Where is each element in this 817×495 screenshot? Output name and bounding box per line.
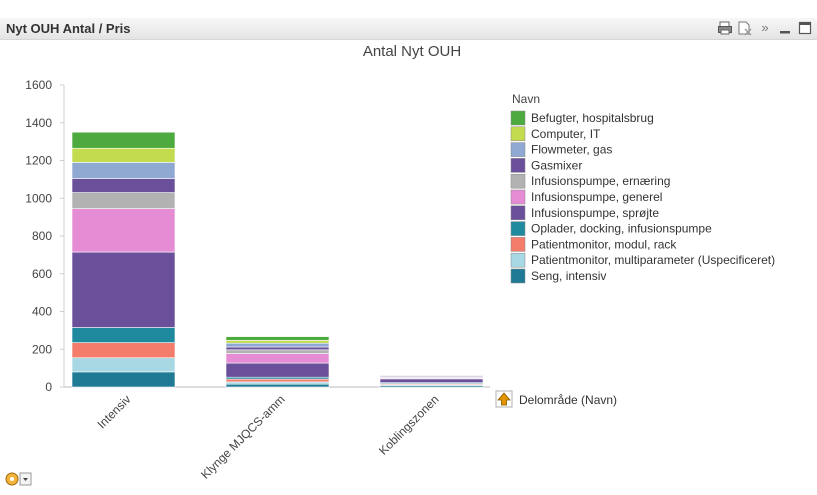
bar-segment[interactable] — [225, 336, 330, 341]
legend-swatch — [510, 158, 526, 173]
legend-label: Flowmeter, gas — [531, 143, 612, 157]
y-tick-label: 1200 — [25, 154, 52, 168]
y-tick-label: 200 — [32, 342, 52, 356]
y-tick-label: 1000 — [25, 191, 52, 205]
legend-swatch — [510, 110, 526, 126]
bar-segment[interactable] — [225, 340, 330, 344]
y-tick-label: 0 — [45, 380, 52, 394]
bar-segment[interactable] — [225, 378, 330, 383]
bars-group — [71, 131, 484, 388]
chart-area: Antal Nyt OUH 0 200 400 600 800 1000 1200 1400 1… — [0, 40, 817, 490]
bar-segment[interactable] — [225, 349, 330, 354]
y-tick-label: 600 — [32, 267, 52, 281]
bar-segment[interactable] — [71, 208, 176, 253]
x-axis-labels: Intensiv Klynge MJQCS-amm Koblingszonen — [94, 392, 441, 482]
legend-swatch — [510, 126, 526, 142]
dimension-button[interactable]: Delområde (Navn) — [495, 390, 617, 408]
bar-segment[interactable] — [71, 327, 176, 343]
x-tick-label: Koblingszonen — [376, 392, 442, 458]
drill-up-arrow — [497, 392, 511, 406]
bar-segment[interactable] — [71, 371, 176, 388]
y-tick-label: 1400 — [25, 116, 52, 130]
bar-segment[interactable] — [225, 342, 330, 348]
legend-swatch — [510, 268, 526, 284]
legend-label: Infusionspumpe, sprøjte — [531, 206, 659, 220]
legend-swatch — [510, 189, 526, 205]
y-tick-label: 400 — [32, 305, 52, 319]
legend-label: Befugter, hospitalsbrug — [531, 111, 654, 125]
bar-segment[interactable] — [71, 251, 176, 328]
chart-title: Antal Nyt OUH — [363, 43, 461, 60]
legend-swatch — [510, 237, 526, 252]
legend-label: Infusionspumpe, ernæring — [531, 174, 670, 188]
print-icon[interactable] — [717, 20, 733, 36]
legend-label: Computer, IT — [531, 127, 601, 141]
bar-segment[interactable] — [379, 378, 484, 383]
bar-segment[interactable] — [71, 131, 176, 149]
chart-tools-icon[interactable] — [4, 470, 34, 488]
bar-segment[interactable] — [225, 353, 330, 364]
bar-segment[interactable] — [379, 373, 484, 376]
legend-swatch — [510, 205, 526, 221]
legend-label: Oplader, docking, infusionspumpe — [531, 222, 712, 236]
caption-icons: » — [717, 20, 813, 36]
legend-label: Infusionspumpe, generel — [531, 190, 662, 204]
caption-bar[interactable]: Nyt OUH Antal / Pris » — [0, 18, 817, 40]
legend-label: Patientmonitor, multiparameter (Uspecifi… — [531, 253, 775, 267]
x-tick-label: Klynge MJQCS-amm — [198, 392, 288, 482]
stacked-bar-chart: Antal Nyt OUH 0 200 400 600 800 1000 1200 1400 1… — [25, 43, 775, 482]
legend-swatch — [510, 142, 526, 157]
bar-segment[interactable] — [71, 192, 176, 209]
bar-segment[interactable] — [225, 346, 330, 351]
legend-label: Patientmonitor, modul, rack — [531, 237, 677, 251]
legend-label: Gasmixer — [531, 158, 582, 172]
bar-segment[interactable] — [225, 362, 330, 378]
expand-icon[interactable]: » — [761, 20, 769, 35]
top-strip — [0, 0, 817, 18]
dimension-button-label: Delområde (Navn) — [519, 393, 617, 407]
bar-segment[interactable] — [225, 383, 330, 388]
legend: Befugter, hospitalsbrug Computer, IT Flowm… — [510, 110, 775, 284]
x-tick-label: Intensiv — [94, 392, 133, 431]
minimize-icon[interactable] — [777, 20, 793, 36]
bar-segment[interactable] — [71, 357, 176, 373]
legend-label: Seng, intensiv — [531, 269, 606, 283]
caption-title: Nyt OUH Antal / Pris — [6, 21, 131, 36]
bar-segment[interactable] — [71, 342, 176, 359]
y-tick-label: 1600 — [25, 78, 52, 92]
bar-segment[interactable] — [71, 147, 176, 163]
legend-swatch — [510, 221, 526, 236]
clear-selection-icon[interactable] — [737, 20, 753, 36]
legend-swatch — [510, 252, 526, 268]
bar-segment[interactable] — [71, 178, 176, 193]
y-axis-ticks: 0 200 400 600 800 1000 1200 1400 1600 — [25, 78, 64, 394]
bar-segment[interactable] — [71, 162, 176, 179]
y-tick-label: 800 — [32, 229, 52, 243]
legend-title: Navn — [512, 92, 540, 106]
maximize-icon[interactable] — [797, 20, 813, 36]
legend-swatch — [510, 173, 526, 189]
bar-segment[interactable] — [225, 381, 330, 385]
